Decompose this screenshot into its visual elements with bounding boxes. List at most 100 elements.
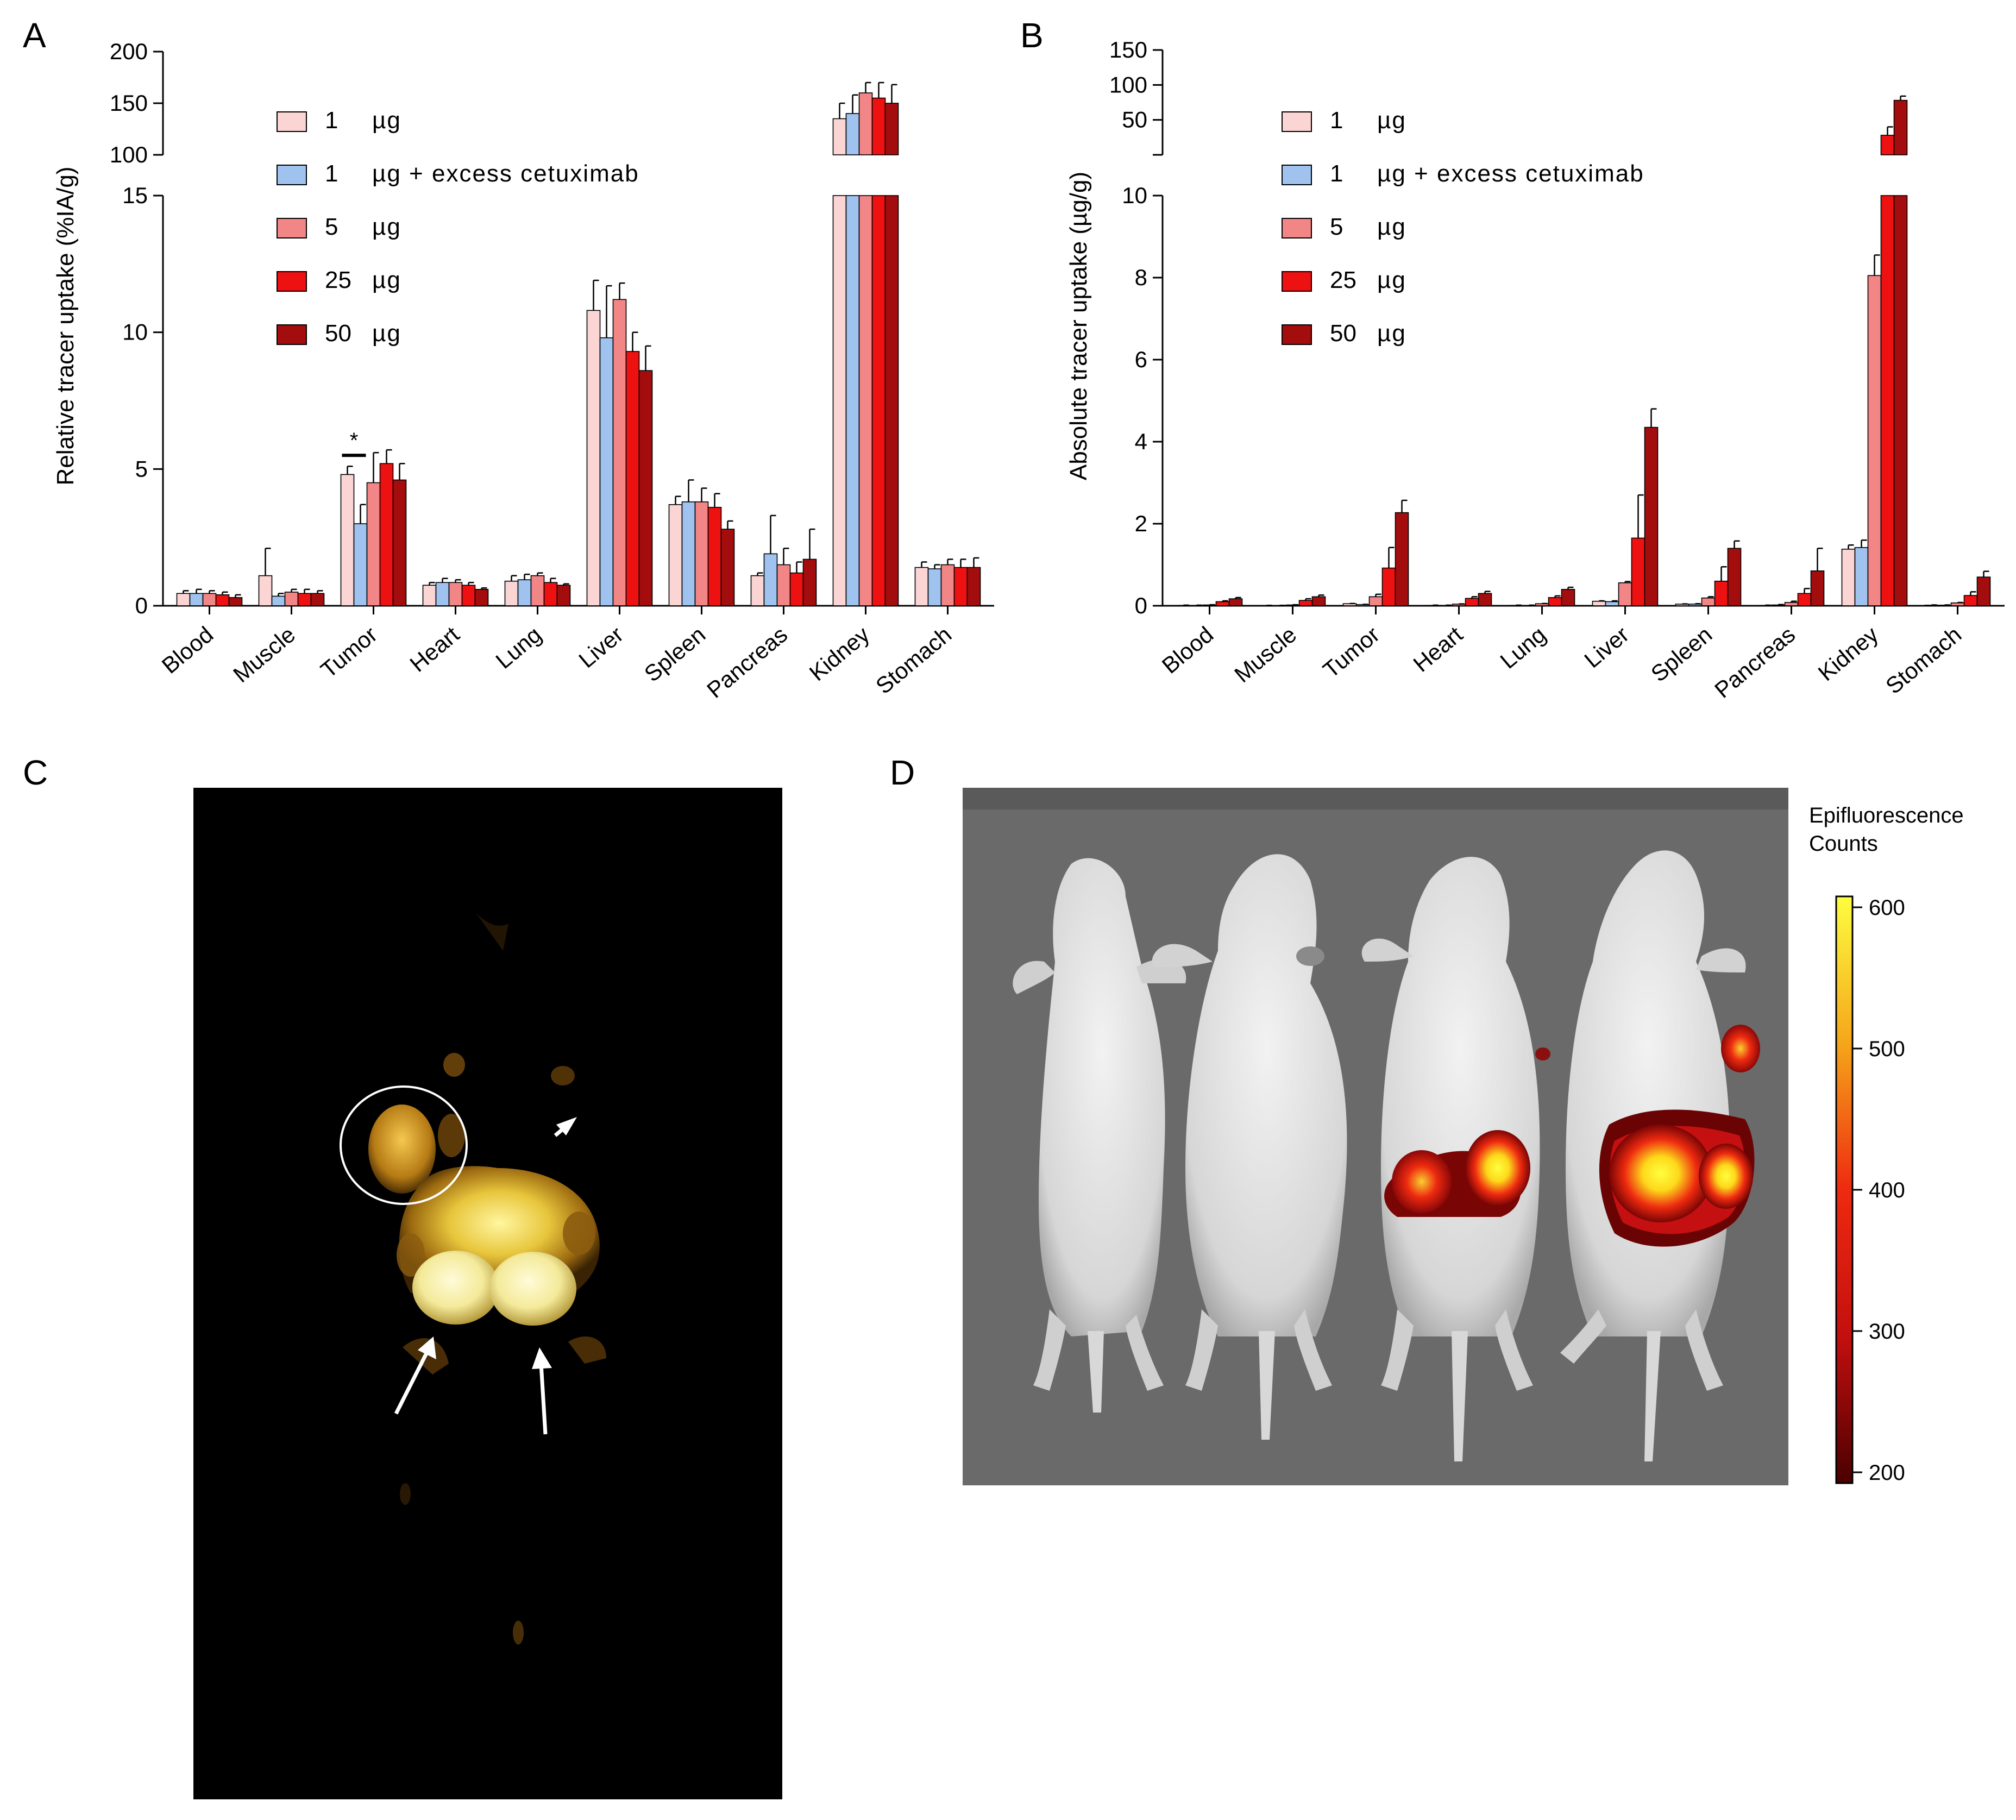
- panel-c-volume-render-image: [193, 788, 782, 1799]
- mouse-1: [1013, 858, 1186, 1413]
- bar: [474, 589, 489, 606]
- y-tick-label: 10: [1122, 183, 1147, 208]
- bar: [802, 558, 817, 606]
- legend-label: µg: [372, 214, 401, 240]
- bar: [422, 585, 437, 606]
- bar-upper: [858, 92, 873, 155]
- legend-swatch: [277, 218, 307, 239]
- bar: [750, 575, 765, 606]
- bar: [681, 501, 696, 606]
- legend-label: µg: [372, 107, 401, 134]
- bar: [1548, 597, 1562, 606]
- bar-upper: [871, 97, 886, 155]
- legend-dose: 5: [1330, 214, 1343, 240]
- legend-label: µg: [1377, 320, 1406, 347]
- bar: [763, 553, 778, 606]
- bar: [1701, 597, 1716, 606]
- x-tick-label: Blood: [157, 622, 218, 679]
- legend-swatch: [1282, 165, 1312, 185]
- colorbar-title-line1: Epifluorescence: [1809, 804, 1964, 827]
- legend-label: µg + excess cetuximab: [1377, 160, 1644, 187]
- bar: [845, 195, 860, 606]
- bar: [1465, 598, 1479, 606]
- legend-swatch: [1282, 111, 1312, 132]
- bar: [832, 195, 847, 606]
- bar: [1841, 549, 1856, 606]
- x-tick-label: Kidney: [805, 622, 875, 686]
- mouse-3: [1361, 857, 1550, 1461]
- bar: [1880, 195, 1895, 606]
- y-tick-label: 50: [1122, 107, 1147, 133]
- bar: [599, 337, 614, 606]
- bar: [1368, 596, 1383, 606]
- legend-dose: 1: [1330, 160, 1343, 187]
- y-tick-label: 150: [1109, 37, 1147, 62]
- bar: [189, 593, 204, 606]
- y-axis-label: Absolute tracer uptake (µg/g): [1065, 172, 1092, 480]
- x-tick-label: Lung: [491, 622, 546, 674]
- colorbar: 600 500 400 300 200: [1835, 895, 1905, 1485]
- x-tick-label: Tumor: [1318, 622, 1384, 683]
- bar: [353, 523, 368, 606]
- bar: [1950, 602, 1965, 606]
- bar: [284, 592, 299, 606]
- bar: [1797, 593, 1812, 606]
- bar: [1311, 596, 1326, 606]
- bar: [1395, 512, 1409, 606]
- x-tick-label: Muscle: [228, 622, 300, 688]
- bar: [927, 568, 942, 606]
- bar: [1381, 567, 1396, 606]
- bar: [1478, 593, 1492, 606]
- bar: [625, 351, 640, 606]
- bar: [1727, 548, 1742, 606]
- legend-label: µg: [372, 267, 401, 293]
- bar: [461, 585, 476, 606]
- bar: [392, 479, 407, 606]
- x-tick-label: Kidney: [1813, 622, 1883, 686]
- bar: [1561, 589, 1575, 606]
- y-tick-label: 6: [1135, 347, 1147, 372]
- x-tick-label: Heart: [1408, 622, 1467, 677]
- bar: [297, 593, 312, 606]
- bar: [720, 529, 735, 606]
- y-tick-label: 100: [110, 142, 148, 167]
- bar: [340, 474, 355, 606]
- bar: [612, 299, 627, 606]
- x-tick-label: Liver: [574, 622, 628, 673]
- legend-label: µg: [372, 320, 401, 347]
- bar: [1714, 580, 1729, 606]
- legend-label: µg: [1377, 107, 1406, 134]
- y-tick-label: 0: [1135, 593, 1147, 618]
- bar: [966, 567, 981, 606]
- bar: [310, 593, 325, 606]
- bar: [504, 580, 519, 606]
- bar: [366, 482, 381, 606]
- x-tick-label: Heart: [405, 622, 464, 677]
- legend-dose: 1: [1330, 107, 1343, 134]
- bar: [1854, 547, 1869, 606]
- bar-upper: [845, 113, 860, 155]
- y-tick-label: 2: [1135, 511, 1147, 536]
- x-tick-label: Spleen: [639, 622, 710, 687]
- bar: [1228, 598, 1243, 606]
- bar: [530, 575, 545, 606]
- y-axis-label: Relative tracer uptake (%IA/g): [52, 167, 79, 486]
- bar: [379, 463, 394, 606]
- bar: [586, 310, 601, 606]
- bar-upper: [884, 103, 899, 155]
- legend-swatch: [277, 165, 307, 185]
- y-tick-label: 15: [122, 183, 148, 208]
- bar-upper: [1893, 99, 1908, 155]
- legend-label: µg: [1377, 214, 1406, 240]
- x-tick-label: Lung: [1495, 622, 1550, 674]
- bar: [202, 593, 217, 606]
- bar: [1867, 275, 1882, 606]
- legend-dose: 25: [325, 267, 351, 293]
- x-tick-label: Pancreas: [1710, 622, 1800, 703]
- bar: [1784, 602, 1799, 606]
- bar: [435, 582, 450, 606]
- bar: [1810, 570, 1825, 606]
- bar-upper: [1880, 135, 1895, 155]
